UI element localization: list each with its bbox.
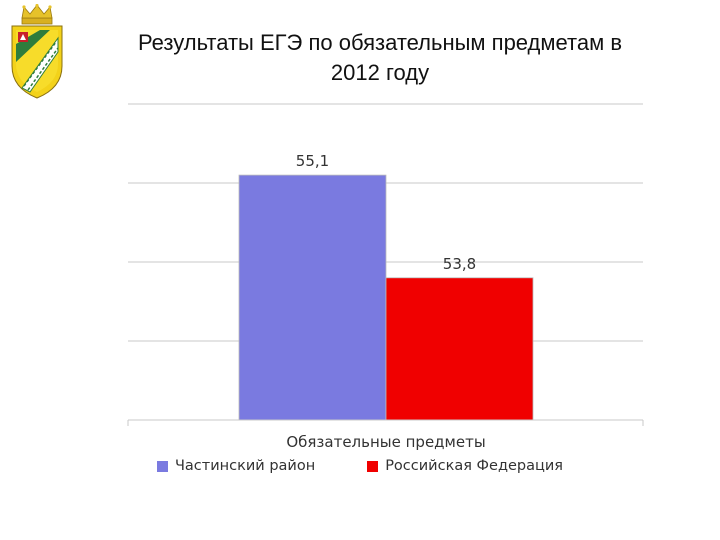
crown-icon bbox=[21, 4, 53, 25]
bar-russia bbox=[385, 277, 534, 421]
page-title: Результаты ЕГЭ по обязательным предметам… bbox=[80, 28, 680, 88]
data-label-russia: 53,8 bbox=[443, 255, 476, 273]
x-axis-label: Обязательные предметы bbox=[286, 433, 485, 451]
chart-bars bbox=[238, 174, 534, 421]
coat-of-arms-logo bbox=[11, 4, 63, 99]
shield-icon bbox=[11, 25, 63, 99]
legend-swatch-russia bbox=[367, 460, 379, 472]
title-line-1: Результаты ЕГЭ по обязательным предметам… bbox=[137, 30, 623, 55]
legend-label-chastinsky: Частинский район bbox=[174, 458, 316, 474]
chart-legend: Частинский район Российская Федерация bbox=[0, 458, 720, 474]
data-label-chastinsky: 55,1 bbox=[296, 152, 329, 170]
title-line-2: 2012 году bbox=[330, 60, 430, 85]
chart-data-labels: 55,1 53,8 bbox=[296, 152, 476, 273]
legend-label-russia: Российская Федерация bbox=[385, 458, 563, 474]
legend-swatch-chastinsky bbox=[156, 460, 168, 472]
bar-chastinsky bbox=[238, 174, 387, 421]
legend-item-russia: Российская Федерация bbox=[367, 458, 563, 474]
legend-item-chastinsky: Частинский район bbox=[156, 458, 316, 474]
